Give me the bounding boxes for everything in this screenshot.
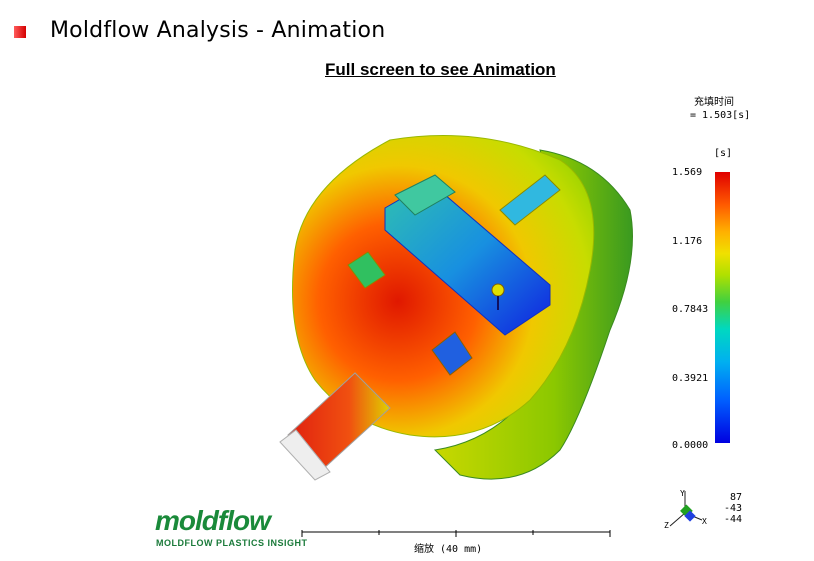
angle-value: -43 [723, 503, 742, 514]
legend-header: 充填时间 = 1.503[s] [690, 96, 750, 122]
injection-gate [491, 283, 505, 297]
moldflow-logo: moldflow [155, 505, 271, 536]
runner-pipe-end [279, 429, 331, 481]
legend-unit: [s] [714, 148, 733, 159]
slot-left [347, 251, 386, 289]
central-boss-top [394, 174, 456, 216]
angle-value: 87 [729, 492, 742, 503]
scale-bar [301, 530, 611, 537]
orientation-triad[interactable]: Y Z X [660, 488, 710, 533]
angle-value: -44 [723, 514, 742, 525]
legend-tick: 0.3921 [672, 373, 709, 384]
view-angles: 87 -43 -44 [722, 492, 742, 525]
animation-subtitle: Full screen to see Animation [325, 60, 556, 79]
axis-label: X [702, 517, 707, 526]
legend-quantity: 充填时间 [694, 97, 734, 108]
legend-current-value: = 1.503[s] [690, 110, 751, 121]
fill-time-model-view[interactable] [260, 130, 650, 500]
axis-label: Z [664, 521, 669, 530]
legend-tick: 1.569 [672, 167, 703, 178]
legend-tick: 0.7843 [672, 304, 709, 315]
color-scale-bar [715, 172, 730, 443]
axis-label: Y [680, 489, 685, 498]
scale-label: 缩放 (40 mm) [414, 544, 483, 555]
slide-title: Moldflow Analysis - Animation [50, 18, 386, 43]
title-bullet [14, 26, 26, 38]
moldflow-tagline: MOLDFLOW PLASTICS INSIGHT [156, 538, 308, 548]
legend-tick: 0.0000 [672, 440, 709, 451]
slot-bottom [431, 331, 473, 376]
legend-tick: 1.176 [672, 236, 703, 247]
slot-upper-right [499, 174, 561, 226]
